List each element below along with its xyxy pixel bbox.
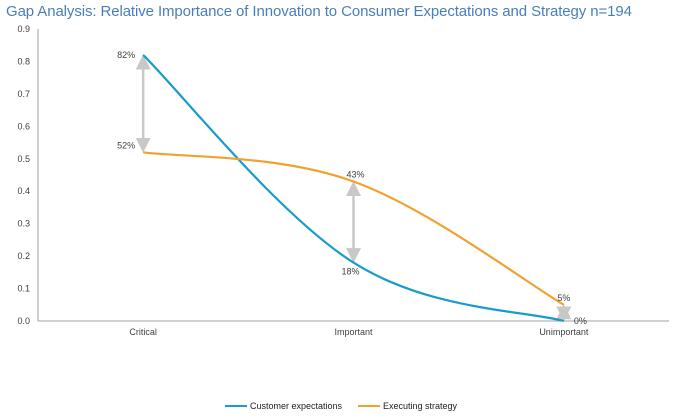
- y-tick-label: 0.4: [17, 186, 30, 196]
- y-tick-label: 0.9: [17, 24, 30, 34]
- legend-label: Executing strategy: [383, 401, 458, 411]
- data-label: 52%: [117, 140, 135, 150]
- legend-item-customer-expectations: Customer expectations: [224, 401, 342, 411]
- data-label: 5%: [557, 293, 570, 303]
- legend-item-executing-strategy: Executing strategy: [358, 401, 457, 411]
- chart-plot: 0.0 0.1 0.2 0.3 0.4 0.5 0.6 0.7 0.8 0.9 Critical Im…: [17, 24, 669, 337]
- y-tick-label: 0.3: [17, 219, 30, 229]
- x-tick-label: Important: [334, 327, 373, 337]
- y-tick-label: 0.5: [17, 154, 30, 164]
- data-label: 18%: [341, 267, 359, 277]
- y-tick-label: 0.0: [17, 316, 30, 326]
- y-tick-label: 0.1: [17, 284, 30, 294]
- data-label: 43%: [346, 169, 364, 179]
- y-tick-label: 0.2: [17, 251, 30, 261]
- y-tick-label: 0.8: [17, 56, 30, 66]
- chart-title: Gap Analysis: Relative Importance of Inn…: [6, 3, 632, 20]
- data-label: 82%: [117, 50, 135, 60]
- data-label: 0%: [574, 316, 587, 326]
- y-tick-label: 0.6: [17, 121, 30, 131]
- series-line-executing-strategy: [143, 151, 565, 306]
- y-tick-label: 0.7: [17, 89, 30, 99]
- x-tick-label: Unimportant: [539, 327, 589, 337]
- x-tick-label: Critical: [129, 327, 157, 337]
- series-line-customer-expectations: [142, 54, 565, 323]
- legend-swatch-executing-strategy: [358, 405, 380, 407]
- legend: Customer expectations Executing strategy: [0, 401, 682, 411]
- legend-swatch-customer-expectations: [224, 405, 247, 407]
- legend-label: Customer expectations: [249, 401, 342, 411]
